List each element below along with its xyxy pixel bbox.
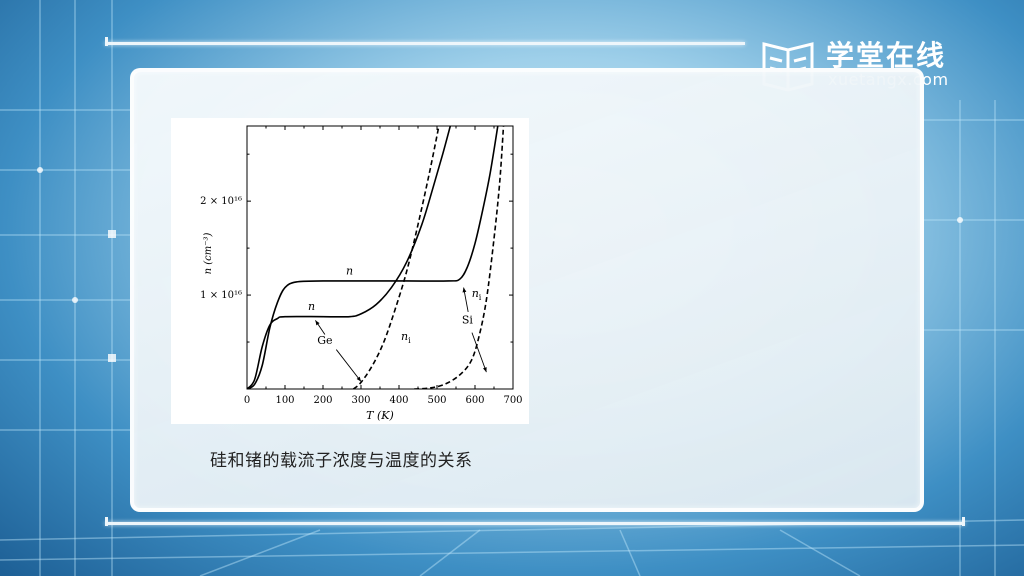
annotation-arrow-head — [356, 376, 361, 382]
frame-bottom-line — [105, 522, 965, 525]
annotation-arrow-head — [315, 320, 320, 326]
annotation-arrow-line — [335, 349, 362, 382]
annotation-label: ni — [472, 287, 482, 302]
x-tick-label: 500 — [427, 395, 446, 406]
figure: 0 100 200 300 400 500 600 700 1 × 10¹⁶ 2 × 10¹⁶ T … — [171, 118, 529, 424]
frame-bottom-tick-right — [962, 517, 965, 526]
x-axis-label: T (K) — [366, 409, 394, 422]
annotation-label: ni — [401, 330, 411, 345]
y-axis-label: n (cm⁻³) — [203, 233, 214, 275]
series-line-si-ni — [414, 126, 505, 389]
frame-bottom-tick-left — [105, 517, 108, 526]
series-line-ge-ni — [352, 126, 440, 389]
y-tick-label: 2 × 10¹⁶ — [200, 196, 242, 207]
annotation-label: Ge — [317, 334, 332, 347]
y-tick-label: 1 × 10¹⁶ — [200, 290, 242, 301]
x-tick-label: 200 — [313, 395, 332, 406]
annotation-arrow-head — [462, 287, 467, 293]
annotation-arrow-line — [471, 332, 487, 373]
x-tick-label: 0 — [244, 395, 250, 406]
frame-top-line — [105, 42, 745, 45]
frame-top-tick — [105, 37, 108, 46]
annotation-label: n — [308, 300, 315, 313]
chart: 0 100 200 300 400 500 600 700 1 × 10¹⁶ 2 × 10¹⁶ T … — [200, 125, 523, 422]
figure-caption: 硅和锗的载流子浓度与温度的关系 — [210, 451, 473, 471]
annotation-arrow-head — [482, 367, 487, 373]
annotation-label: n — [346, 264, 353, 277]
x-tick-label: 100 — [275, 395, 294, 406]
x-tick-label: 600 — [465, 395, 484, 406]
x-tick-label: 400 — [389, 395, 408, 406]
annotation-label: Si — [462, 313, 474, 326]
series-line-ge-n — [247, 126, 499, 389]
x-tick-label: 300 — [351, 395, 370, 406]
series-line-si-n — [247, 126, 452, 389]
logo-chinese-text: 学堂在线 — [826, 39, 947, 72]
x-tick-label: 700 — [503, 395, 522, 406]
